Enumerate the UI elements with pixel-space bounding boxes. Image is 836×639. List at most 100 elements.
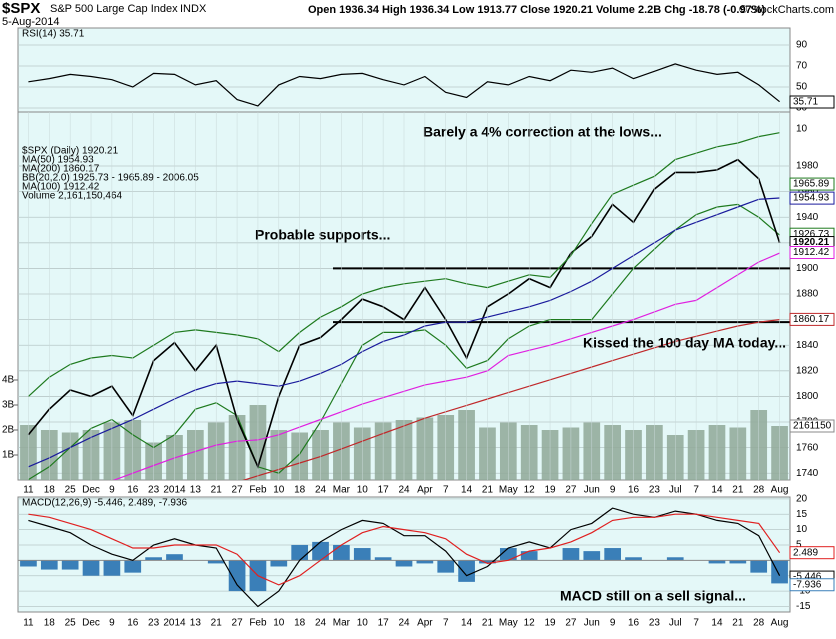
histogram-bar bbox=[708, 560, 726, 564]
legend-entry: MA(100) 1912.42 bbox=[22, 182, 100, 193]
x-tick-label: 17 bbox=[378, 618, 390, 629]
histogram-bar bbox=[61, 560, 79, 570]
x-tick-label: 23 bbox=[148, 485, 160, 496]
annotation: Barely a 4% correction at the lows... bbox=[423, 124, 662, 140]
x-tick-label: 7 bbox=[443, 485, 449, 496]
x-tick-label: 16 bbox=[628, 618, 640, 629]
y-tick-label: 1980 bbox=[796, 161, 819, 172]
x-tick-label: 13 bbox=[190, 485, 202, 496]
x-tick-label: 10 bbox=[357, 485, 369, 496]
x-tick-label: 12 bbox=[524, 618, 536, 629]
x-tick-label: Mar bbox=[333, 485, 351, 496]
annotation: Probable supports... bbox=[255, 227, 390, 243]
histogram-bar bbox=[562, 548, 580, 561]
histogram-bar bbox=[20, 560, 37, 567]
x-tick-label: 25 bbox=[65, 618, 77, 629]
date: 5-Aug-2014 bbox=[2, 16, 60, 28]
x-tick-label: Jul bbox=[669, 485, 682, 496]
last-value-label: 1954.93 bbox=[793, 193, 830, 204]
histogram-bar bbox=[437, 560, 455, 573]
x-tick-label: May bbox=[499, 618, 518, 629]
last-value-label: 1912.42 bbox=[793, 247, 830, 258]
x-tick-label: 7 bbox=[693, 618, 699, 629]
histogram-bar bbox=[82, 560, 100, 576]
histogram-bar bbox=[333, 544, 350, 561]
x-tick-label: Dec bbox=[82, 485, 100, 496]
y-tick-label: 20 bbox=[796, 493, 808, 504]
x-tick-label: 19 bbox=[544, 485, 556, 496]
x-tick-label: 10 bbox=[273, 618, 285, 629]
last-value-box bbox=[789, 95, 835, 109]
x-tick-label: 27 bbox=[565, 618, 577, 629]
histogram-bar bbox=[207, 560, 225, 564]
x-tick-label: Apr bbox=[417, 485, 433, 496]
histogram-bar bbox=[499, 548, 517, 561]
histogram-bar bbox=[479, 560, 496, 564]
histogram-bar bbox=[291, 544, 309, 561]
credit: © StockCharts.com bbox=[739, 4, 834, 16]
x-tick-label: 21 bbox=[211, 485, 223, 496]
x-tick-label: 14 bbox=[461, 485, 473, 496]
x-tick-label: 17 bbox=[378, 485, 390, 496]
exchange: INDX bbox=[180, 3, 207, 15]
histogram-bar bbox=[666, 557, 684, 561]
x-tick-label: 19 bbox=[544, 618, 556, 629]
volume-tick-label: 1B bbox=[2, 450, 15, 461]
histogram-bar bbox=[103, 560, 121, 576]
x-tick-label: Feb bbox=[249, 485, 267, 496]
series-line bbox=[28, 513, 781, 586]
x-tick-label: 18 bbox=[294, 485, 306, 496]
y-tick-label: -15 bbox=[796, 601, 811, 612]
histogram-bar bbox=[750, 560, 768, 573]
x-tick-label: 21 bbox=[482, 485, 494, 496]
y-tick-label: 50 bbox=[796, 82, 808, 93]
x-tick-label: Aug bbox=[771, 485, 789, 496]
index-name: S&P 500 Large Cap Index bbox=[50, 3, 178, 15]
histogram-bar bbox=[604, 548, 621, 561]
y-tick-label: 1820 bbox=[796, 365, 819, 376]
y-tick-label: 10 bbox=[796, 124, 808, 135]
y-tick-label: 1940 bbox=[796, 212, 819, 223]
x-tick-label: 2014 bbox=[163, 618, 186, 629]
symbol: $SPX bbox=[2, 0, 40, 17]
last-value-label: 1926.73 bbox=[793, 229, 830, 240]
volume-tick-label: 3B bbox=[2, 400, 15, 411]
x-tick-label: 27 bbox=[232, 618, 244, 629]
x-tick-label: 9 bbox=[610, 485, 616, 496]
histogram-bar bbox=[270, 560, 288, 567]
x-tick-label: 24 bbox=[398, 485, 410, 496]
x-tick-label: 9 bbox=[610, 618, 616, 629]
x-tick-label: 16 bbox=[127, 485, 139, 496]
y-tick-label: 10 bbox=[796, 524, 808, 535]
x-tick-label: 14 bbox=[711, 485, 723, 496]
histogram-bar bbox=[458, 560, 475, 582]
x-tick-label: 9 bbox=[109, 618, 115, 629]
x-tick-label: Dec bbox=[82, 618, 100, 629]
histogram-bar bbox=[416, 560, 434, 564]
last-value-label: 2.489 bbox=[793, 547, 818, 558]
y-tick-label: 5 bbox=[796, 540, 802, 551]
x-tick-label: 18 bbox=[44, 485, 56, 496]
histogram-bar bbox=[374, 557, 392, 561]
x-tick-label: 16 bbox=[628, 485, 640, 496]
x-tick-label: 21 bbox=[482, 618, 494, 629]
x-tick-label: 18 bbox=[294, 618, 306, 629]
last-value-box bbox=[789, 191, 835, 205]
annotation: Kissed the 100 day MA today... bbox=[583, 335, 786, 351]
legend-entry: BB(20,2.0) 1925.73 - 1965.89 - 2006.05 bbox=[22, 173, 199, 184]
legend-entry: MA(200) 1860.17 bbox=[22, 164, 100, 175]
x-tick-label: Jul bbox=[669, 618, 682, 629]
quote: Open 1936.34 High 1936.34 Low 1913.77 Cl… bbox=[308, 4, 765, 16]
histogram-bar bbox=[312, 541, 329, 561]
histogram-bar bbox=[625, 557, 642, 561]
x-tick-label: 9 bbox=[109, 485, 115, 496]
x-tick-label: 13 bbox=[190, 618, 202, 629]
legend-entry: Volume 2,161,150,464 bbox=[22, 191, 123, 202]
y-tick-label: 90 bbox=[796, 40, 808, 51]
x-tick-label: 21 bbox=[211, 618, 223, 629]
legend-entry: MA(50) 1954.93 bbox=[22, 155, 94, 166]
y-tick-label: 15 bbox=[796, 509, 808, 520]
last-value-label: 1965.89 bbox=[793, 179, 830, 190]
x-tick-label: Jun bbox=[584, 485, 600, 496]
y-tick-label: 1900 bbox=[796, 263, 819, 274]
